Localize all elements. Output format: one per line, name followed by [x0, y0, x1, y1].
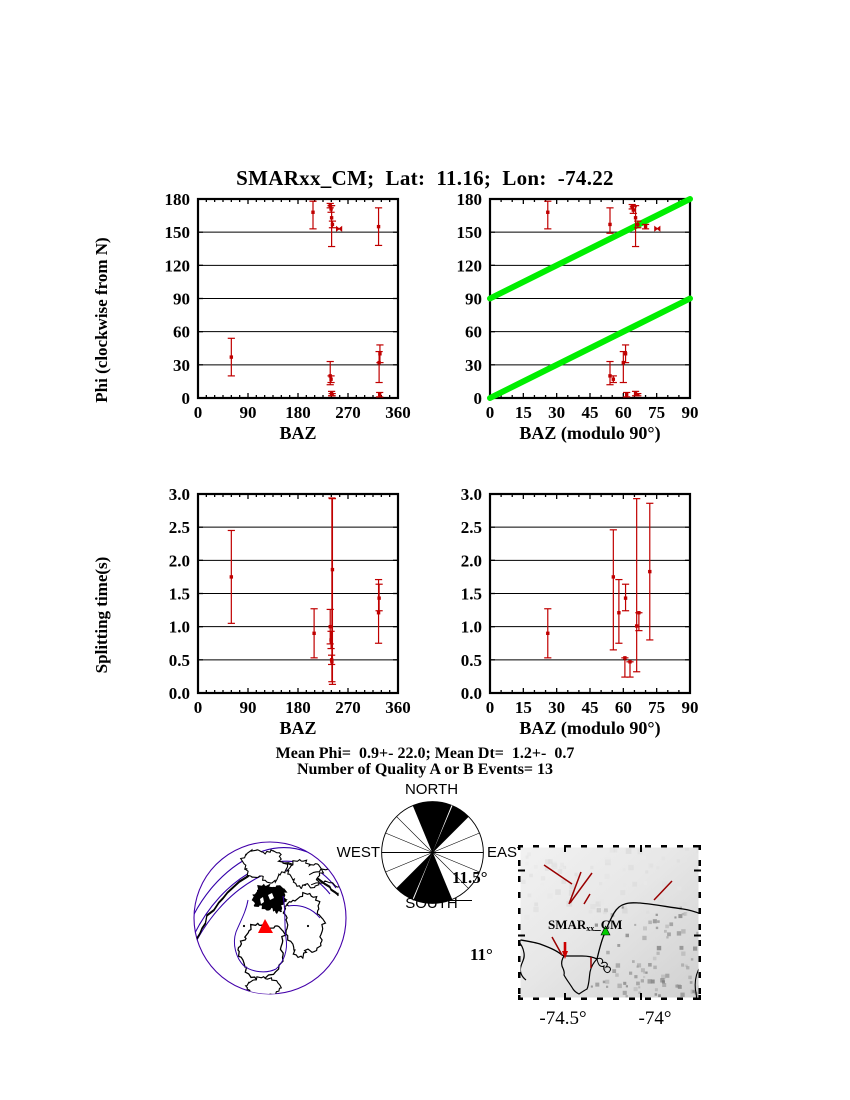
svg-text:75: 75: [648, 403, 665, 422]
svg-text:90: 90: [465, 290, 482, 309]
svg-text:3.0: 3.0: [169, 485, 190, 504]
svg-text:1.5: 1.5: [461, 585, 482, 604]
svg-text:180: 180: [285, 698, 311, 717]
svg-text:0: 0: [182, 389, 191, 408]
svg-text:180: 180: [457, 190, 483, 209]
svg-text:30: 30: [548, 403, 565, 422]
svg-text:75: 75: [648, 698, 665, 717]
svg-text:1.0: 1.0: [461, 618, 482, 637]
svg-text:BAZ: BAZ: [279, 423, 316, 443]
svg-text:0: 0: [194, 698, 203, 717]
svg-text:150: 150: [165, 223, 191, 242]
svg-text:60: 60: [173, 323, 190, 342]
svg-text:30: 30: [173, 356, 190, 375]
svg-text:30: 30: [465, 356, 482, 375]
svg-text:15: 15: [515, 698, 532, 717]
svg-text:150: 150: [457, 223, 483, 242]
svg-text:2.0: 2.0: [169, 551, 190, 570]
svg-text:0.0: 0.0: [169, 684, 190, 703]
svg-text:60: 60: [615, 403, 632, 422]
svg-text:Splitting time(s): Splitting time(s): [95, 557, 111, 674]
svg-text:2.5: 2.5: [461, 518, 482, 537]
svg-text:2.0: 2.0: [461, 551, 482, 570]
svg-text:90: 90: [240, 403, 257, 422]
svg-text:60: 60: [615, 698, 632, 717]
svg-text:60: 60: [465, 323, 482, 342]
svg-text:15: 15: [515, 403, 532, 422]
svg-text:0: 0: [486, 698, 495, 717]
svg-text:180: 180: [165, 190, 191, 209]
svg-text:270: 270: [335, 403, 361, 422]
svg-text:90: 90: [682, 698, 699, 717]
svg-text:90: 90: [240, 698, 257, 717]
svg-text:120: 120: [165, 256, 191, 275]
svg-text:2.5: 2.5: [169, 518, 190, 537]
svg-text:BAZ (modulo 90°): BAZ (modulo 90°): [519, 423, 660, 444]
svg-text:SMARxx_CM: SMARxx_CM: [548, 917, 622, 933]
svg-text:45: 45: [582, 698, 599, 717]
svg-text:BAZ (modulo 90°): BAZ (modulo 90°): [519, 718, 660, 739]
svg-text:0: 0: [474, 389, 483, 408]
svg-text:0.0: 0.0: [461, 684, 482, 703]
svg-text:1.5: 1.5: [169, 585, 190, 604]
svg-text:3.0: 3.0: [461, 485, 482, 504]
svg-text:90: 90: [173, 290, 190, 309]
svg-text:0: 0: [194, 403, 203, 422]
svg-text:120: 120: [457, 256, 483, 275]
svg-text:90: 90: [682, 403, 699, 422]
svg-text:1.0: 1.0: [169, 618, 190, 637]
svg-text:0.5: 0.5: [169, 651, 190, 670]
svg-text:180: 180: [285, 403, 311, 422]
svg-text:BAZ: BAZ: [279, 718, 316, 738]
svg-text:Phi (clockwise from N): Phi (clockwise from N): [95, 237, 111, 402]
svg-text:0.5: 0.5: [461, 651, 482, 670]
svg-text:270: 270: [335, 698, 361, 717]
svg-text:45: 45: [582, 403, 599, 422]
svg-text:0: 0: [486, 403, 495, 422]
svg-text:30: 30: [548, 698, 565, 717]
